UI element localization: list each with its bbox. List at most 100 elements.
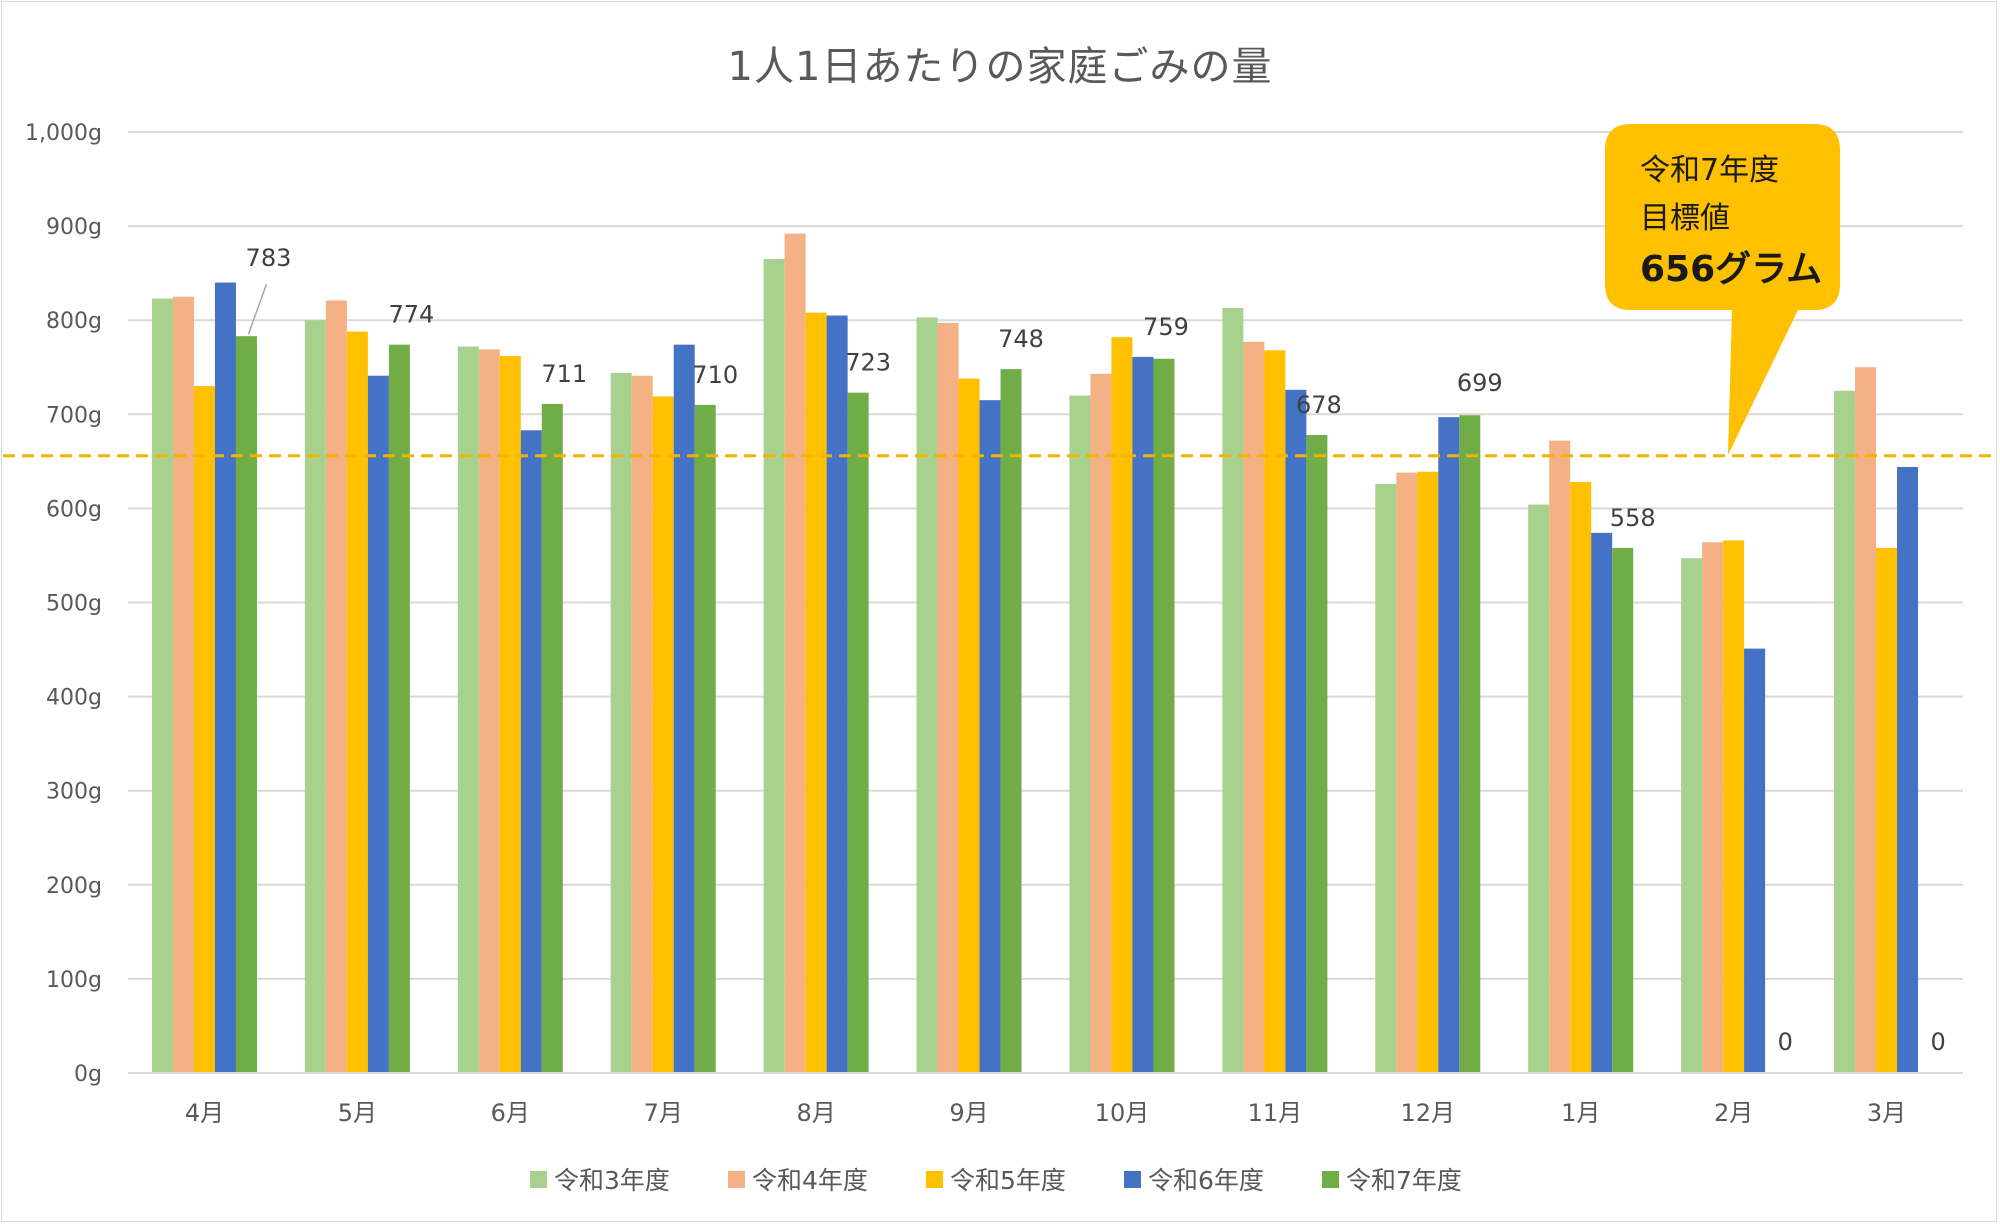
y-tick-label: 700g (46, 403, 102, 428)
bar (1000, 369, 1022, 1074)
legend-swatch (1124, 1171, 1141, 1188)
data-label: 678 (1296, 391, 1342, 419)
chart-title: 1人1日あたりの家庭ごみの量 (727, 44, 1273, 90)
bar (172, 296, 194, 1073)
bar (1570, 482, 1592, 1073)
x-tick-label: 5月 (338, 1099, 377, 1127)
legend-label: 令和6年度 (1148, 1166, 1264, 1195)
y-tick-label: 1,000g (25, 121, 102, 146)
bar (1111, 337, 1133, 1073)
y-tick-label: 300g (46, 780, 102, 805)
data-label: 710 (692, 361, 738, 389)
bar (1612, 547, 1634, 1073)
bar (367, 375, 389, 1073)
bar (1459, 415, 1481, 1074)
bar (1264, 350, 1286, 1073)
bar (1723, 540, 1745, 1073)
x-tick-label: 4月 (185, 1099, 224, 1127)
data-label: 748 (998, 325, 1044, 353)
y-tick-label: 200g (46, 874, 102, 899)
bar (1876, 547, 1898, 1073)
x-tick-label: 1月 (1561, 1099, 1600, 1127)
bar (610, 372, 632, 1073)
bar (1285, 389, 1307, 1074)
legend-label: 令和5年度 (950, 1166, 1066, 1195)
data-label: 774 (388, 301, 434, 329)
bar (1396, 472, 1418, 1074)
bar (916, 317, 938, 1073)
bar (520, 430, 542, 1073)
bar (694, 404, 716, 1073)
bar (541, 403, 563, 1074)
bar (151, 298, 173, 1073)
data-label: 723 (845, 349, 891, 377)
data-label: 0 (1931, 1028, 1946, 1056)
legend-label: 令和3年度 (554, 1166, 670, 1195)
bar (1702, 542, 1724, 1073)
callout-text: 令和7年度 (1640, 153, 1779, 188)
y-tick-label: 100g (46, 968, 102, 993)
bar (1243, 341, 1265, 1073)
bar (673, 344, 695, 1073)
bar (214, 282, 236, 1073)
data-label: 759 (1143, 313, 1189, 341)
legend-swatch (1322, 1171, 1339, 1188)
data-label: 783 (246, 244, 292, 272)
bar (388, 344, 410, 1073)
bar (1681, 558, 1703, 1073)
bar (1855, 367, 1877, 1073)
bar (346, 331, 368, 1073)
legend-swatch (926, 1171, 943, 1188)
bar (1090, 373, 1112, 1073)
data-label: 0 (1778, 1028, 1793, 1056)
bar (235, 336, 257, 1073)
data-label: 558 (1610, 504, 1656, 532)
callout-bubble (1605, 124, 1840, 455)
bar (958, 378, 980, 1073)
bar (631, 375, 653, 1073)
bar (304, 320, 326, 1073)
legend-swatch (530, 1171, 547, 1188)
bar (826, 315, 848, 1073)
x-tick-label: 9月 (949, 1099, 988, 1127)
bar (457, 346, 479, 1074)
x-tick-label: 11月 (1248, 1099, 1303, 1127)
callout-text: 656グラム (1640, 249, 1822, 290)
y-tick-label: 0g (74, 1062, 102, 1087)
y-tick-label: 400g (46, 686, 102, 711)
y-tick-label: 800g (46, 309, 102, 334)
bar (1069, 395, 1091, 1074)
data-label: 711 (541, 360, 587, 388)
x-tick-label: 8月 (796, 1099, 835, 1127)
bar (499, 355, 521, 1073)
bar (1222, 307, 1244, 1073)
legend-label: 令和7年度 (1346, 1166, 1462, 1195)
bar (1153, 358, 1175, 1073)
bar (1528, 504, 1550, 1073)
bar (1438, 417, 1460, 1073)
bar (193, 386, 215, 1073)
bar (1591, 532, 1613, 1073)
x-tick-label: 12月 (1401, 1099, 1456, 1127)
x-tick-label: 6月 (491, 1099, 530, 1127)
bar (937, 323, 959, 1073)
bar (652, 396, 674, 1073)
y-tick-label: 600g (46, 497, 102, 522)
bar (1417, 471, 1439, 1073)
bar (478, 349, 500, 1074)
callout-text: 目標値 (1640, 201, 1730, 236)
x-tick-label: 3月 (1867, 1099, 1906, 1127)
bar (1897, 466, 1919, 1074)
bar (1549, 440, 1571, 1073)
bar (325, 300, 347, 1074)
legend-swatch (728, 1171, 745, 1188)
y-tick-label: 500g (46, 592, 102, 617)
bar (784, 233, 806, 1074)
data-label-leader-line (247, 283, 268, 335)
y-tick-label: 900g (46, 215, 102, 240)
x-tick-label: 10月 (1095, 1099, 1150, 1127)
x-tick-label: 7月 (644, 1099, 683, 1127)
